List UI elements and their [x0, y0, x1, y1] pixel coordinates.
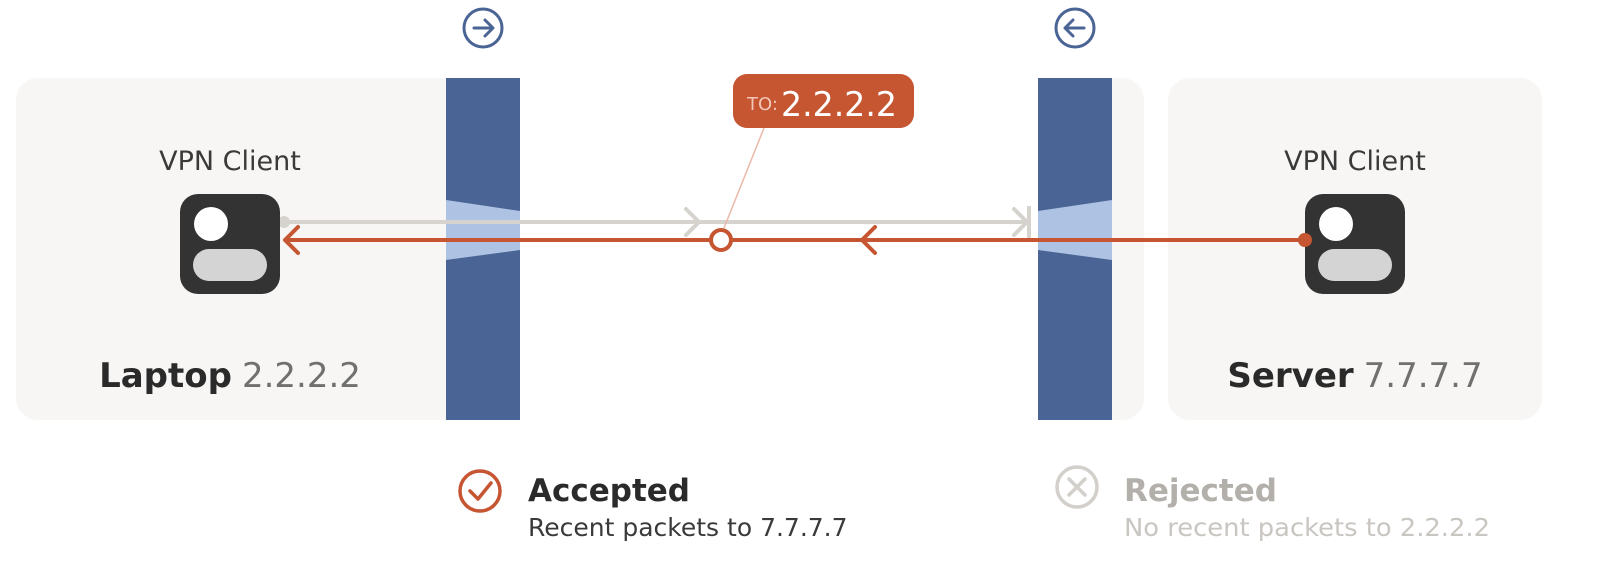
vpn-client-icon	[180, 194, 280, 294]
rejected-detail: No recent packets to 2.2.2.2	[1124, 513, 1490, 542]
inbound-arrowhead-end	[283, 225, 300, 255]
arrow-left-circle-icon	[1054, 7, 1096, 49]
network-gap	[520, 70, 1038, 430]
outbound-arrowhead	[684, 207, 701, 237]
left-host-role-label: VPN Client	[159, 146, 301, 177]
left-firewall-opening	[446, 200, 520, 260]
rejected-title: Rejected	[1124, 473, 1277, 509]
vpn-client-icon	[1305, 194, 1405, 294]
right-firewall	[1038, 78, 1112, 420]
accepted-title: Accepted	[528, 473, 690, 509]
packet-tag-leader	[723, 127, 765, 229]
packet-tag: TO: 2.2.2.2	[733, 74, 914, 128]
x-circle-icon	[1055, 465, 1099, 509]
accepted-detail: Recent packets to 7.7.7.7	[528, 513, 848, 542]
right-host-name: Server	[1227, 356, 1354, 396]
left-host-ip: 2.2.2.2	[242, 356, 361, 396]
left-host-caption: Laptop 2.2.2.2	[99, 356, 361, 396]
check-circle-icon	[458, 469, 502, 513]
inbound-arrowhead-mid	[860, 225, 877, 255]
outbound-packet-path	[278, 206, 1031, 238]
right-host-role-label: VPN Client	[1284, 146, 1426, 177]
right-host-ip: 7.7.7.7	[1364, 356, 1483, 396]
right-firewall-opening	[1038, 200, 1112, 260]
left-host-name: Laptop	[99, 356, 232, 396]
packet-tag-prefix: TO:	[746, 94, 778, 115]
right-host-caption: Server 7.7.7.7	[1227, 356, 1482, 396]
packet-marker	[709, 228, 733, 252]
left-firewall	[446, 78, 520, 420]
arrow-right-circle-icon	[462, 7, 504, 49]
packet-tag-ip: 2.2.2.2	[781, 85, 897, 125]
